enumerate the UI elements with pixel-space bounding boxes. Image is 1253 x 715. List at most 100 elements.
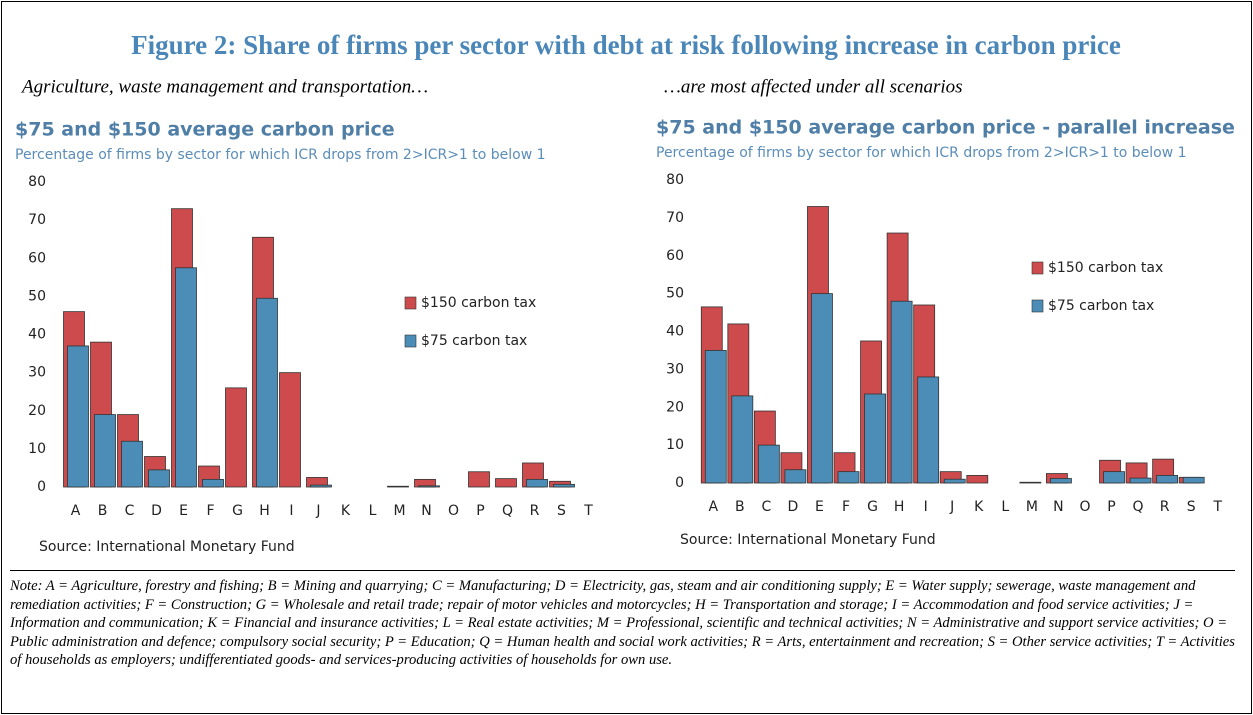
right-caption: …are most affected under all scenarios [664,76,963,97]
y-tick-label: 30 [666,361,684,377]
y-tick-label: 0 [675,475,684,491]
bar [279,372,301,488]
x-tick-label: F [206,503,214,519]
bar [864,393,886,484]
x-tick-label: L [369,503,377,519]
x-tick-label: N [1053,499,1063,515]
bar [418,485,440,488]
x-tick-label: T [583,503,593,519]
x-tick-label: S [1187,499,1196,515]
x-tick-label: A [708,499,718,515]
bar [121,440,143,488]
bar [917,376,940,484]
x-tick-label: H [259,503,270,519]
y-tick-label: 50 [28,288,46,304]
bar [1050,478,1072,484]
legend-label: $150 carbon tax [1048,260,1163,276]
legend-swatch [1031,299,1044,313]
bar [148,469,170,488]
x-tick-label: L [1001,499,1009,515]
bar [811,293,833,484]
bar [1182,476,1205,484]
x-tick-label: I [289,503,293,519]
legend-swatch [404,334,417,348]
bar [468,471,490,488]
y-tick-label: 20 [28,403,46,419]
y-tick-label: 10 [666,437,684,453]
x-tick-label: K [341,503,351,519]
y-tick-label: 0 [37,479,46,495]
legend-label: $150 carbon tax [421,295,536,311]
bar [837,471,860,484]
y-tick-label: 50 [666,286,684,302]
x-tick-label: E [179,503,188,519]
bar [225,387,247,488]
x-tick-label: Q [1133,499,1144,515]
x-tick-label: S [557,503,566,519]
x-tick-label: B [735,499,745,515]
x-tick-label: K [974,499,984,515]
legend-swatch [1031,261,1044,275]
bar [890,300,913,484]
bar [202,478,224,488]
bar [784,469,807,484]
x-tick-label: M [1026,499,1038,515]
x-tick-label: T [1212,499,1222,515]
bar [731,395,754,484]
x-tick-label: A [71,503,81,519]
bar [310,484,332,488]
bar [495,478,517,488]
x-tick-label: M [393,503,405,519]
y-tick-label: 70 [28,212,46,228]
bar [256,297,278,488]
bar [757,444,780,484]
figure-title: Figure 2: Share of firms per sector with… [131,30,1121,60]
bar [387,485,409,488]
legend-label: $75 carbon tax [421,333,527,349]
x-tick-label: O [1079,499,1090,515]
x-tick-label: H [894,499,905,515]
x-tick-label: I [924,499,928,515]
y-tick-label: 40 [28,327,46,343]
x-tick-label: J [315,503,320,519]
bar [1129,477,1152,484]
y-tick-label: 60 [28,250,46,266]
bar [553,483,575,488]
x-tick-label: C [761,499,771,515]
bar [966,475,989,484]
x-tick-label: G [867,499,878,515]
x-tick-label: Q [502,503,513,519]
chart-title: $75 and $150 average carbon price - para… [656,117,1235,139]
x-tick-label: D [788,499,799,515]
x-tick-label: J [949,499,954,515]
bar [175,267,197,488]
y-tick-label: 80 [28,174,46,190]
source: Source: International Monetary Fund [680,532,936,548]
y-tick-label: 20 [666,399,684,415]
left-caption: Agriculture, waste management and transp… [20,76,428,97]
y-tick-label: 10 [28,441,46,457]
legend-swatch [404,296,417,310]
bar [94,414,116,488]
bar [704,350,727,484]
y-tick-label: 70 [666,210,684,226]
note: Note: A = Agriculture, forestry and fish… [10,570,1235,670]
y-tick-label: 60 [666,248,684,264]
x-tick-label: E [815,499,824,515]
x-tick-label: P [476,503,484,519]
x-tick-label: B [98,503,108,519]
bar [1019,481,1042,484]
bar [943,478,966,484]
bar [526,478,548,488]
x-tick-label: C [125,503,135,519]
x-tick-label: N [421,503,431,519]
bar [67,345,89,488]
bar [1156,475,1179,484]
chart-title: $75 and $150 average carbon price [15,119,395,141]
y-tick-label: 30 [28,365,46,381]
x-tick-label: P [1107,499,1115,515]
x-tick-label: R [1160,499,1170,515]
legend-label: $75 carbon tax [1048,298,1154,314]
